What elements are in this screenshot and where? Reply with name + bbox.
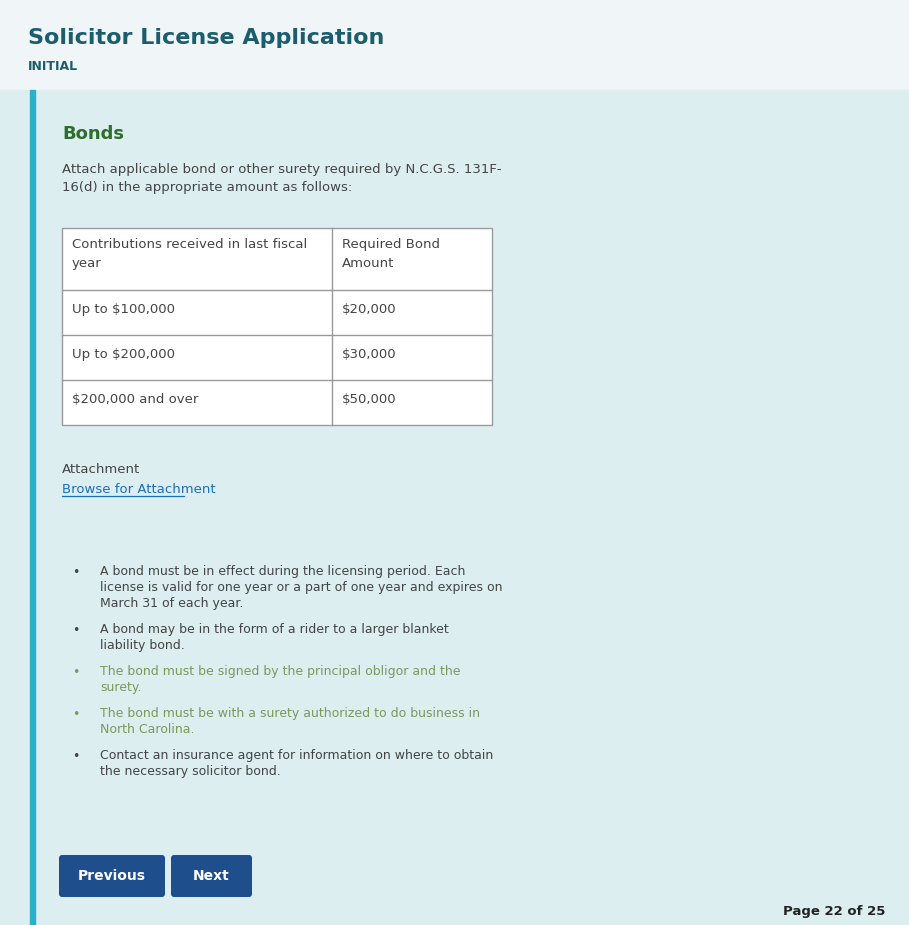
Text: •: • (72, 708, 79, 721)
Text: $20,000: $20,000 (342, 303, 396, 316)
Text: March 31 of each year.: March 31 of each year. (100, 597, 244, 610)
Text: The bond must be with a surety authorized to do business in: The bond must be with a surety authorize… (100, 707, 480, 720)
Text: •: • (72, 666, 79, 679)
Text: $30,000: $30,000 (342, 348, 396, 361)
Bar (0, 0, 909, 90)
Text: Contact an insurance agent for information on where to obtain: Contact an insurance agent for informati… (100, 749, 494, 762)
Text: Required Bond
Amount: Required Bond Amount (342, 238, 440, 270)
Text: Bonds: Bonds (62, 125, 124, 143)
Text: $50,000: $50,000 (342, 393, 396, 406)
Text: Attach applicable bond or other surety required by N.C.G.S. 131F-: Attach applicable bond or other surety r… (62, 163, 502, 176)
Text: North Carolina.: North Carolina. (100, 723, 195, 736)
Bar (62, 228, 492, 425)
Text: The bond must be signed by the principal obligor and the: The bond must be signed by the principal… (100, 665, 461, 678)
Text: Contributions received in last fiscal
year: Contributions received in last fiscal ye… (72, 238, 307, 270)
Text: liability bond.: liability bond. (100, 639, 185, 652)
Text: license is valid for one year or a part of one year and expires on: license is valid for one year or a part … (100, 581, 503, 594)
Text: surety.: surety. (100, 681, 142, 694)
Text: •: • (72, 750, 79, 763)
Text: A bond must be in effect during the licensing period. Each: A bond must be in effect during the lice… (100, 565, 465, 578)
Text: Up to $200,000: Up to $200,000 (72, 348, 175, 361)
Text: Attachment: Attachment (62, 463, 140, 476)
FancyBboxPatch shape (171, 855, 252, 897)
Text: Page 22 of 25: Page 22 of 25 (783, 905, 885, 918)
Text: $200,000 and over: $200,000 and over (72, 393, 198, 406)
Text: the necessary solicitor bond.: the necessary solicitor bond. (100, 765, 281, 778)
Text: INITIAL: INITIAL (28, 60, 78, 73)
Text: Solicitor License Application: Solicitor License Application (28, 28, 385, 48)
Text: •: • (72, 566, 79, 579)
Text: Browse for Attachment: Browse for Attachment (62, 483, 215, 496)
Text: 16(d) in the appropriate amount as follows:: 16(d) in the appropriate amount as follo… (62, 181, 353, 194)
Text: A bond may be in the form of a rider to a larger blanket: A bond may be in the form of a rider to … (100, 623, 449, 636)
Text: •: • (72, 624, 79, 637)
Bar (30, 90, 35, 925)
Text: Previous: Previous (78, 869, 146, 883)
Bar (62, 228, 492, 425)
FancyBboxPatch shape (59, 855, 165, 897)
Text: Next: Next (193, 869, 230, 883)
Text: Up to $100,000: Up to $100,000 (72, 303, 175, 316)
